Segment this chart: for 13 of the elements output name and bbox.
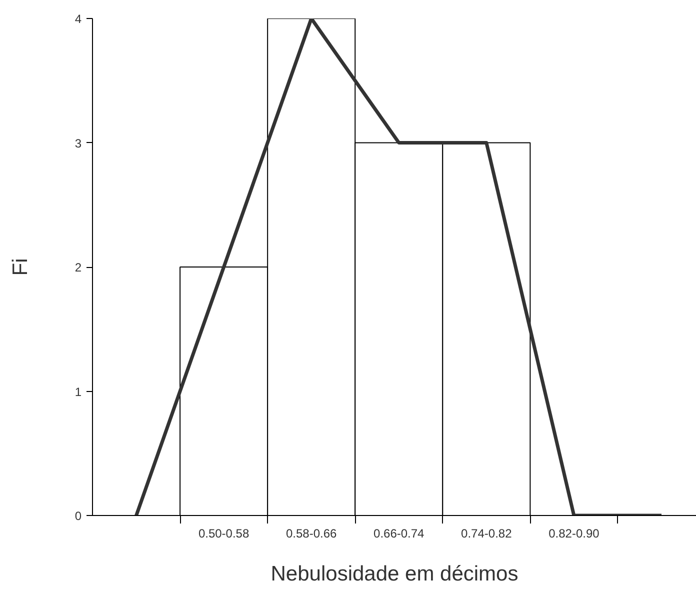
x-tick-label: 0.74-0.82 xyxy=(461,526,512,540)
x-tick-label: 0.58-0.66 xyxy=(286,526,338,540)
y-tick-label: 4 xyxy=(74,12,82,26)
x-axis-title: Nebulosidade em décimos xyxy=(270,562,518,586)
x-tick-label: 0.50-0.58 xyxy=(198,526,250,540)
x-tick-label: 0.82-0.90 xyxy=(548,526,600,540)
x-tick-label: 0.66-0.74 xyxy=(374,526,425,540)
y-tick-label: 3 xyxy=(74,136,82,150)
y-tick-label: 0 xyxy=(74,509,82,523)
y-tick-label: 1 xyxy=(74,384,82,399)
y-axis-title: Fi xyxy=(8,258,32,276)
y-tick-label: 2 xyxy=(74,260,82,274)
line-series xyxy=(134,18,664,516)
